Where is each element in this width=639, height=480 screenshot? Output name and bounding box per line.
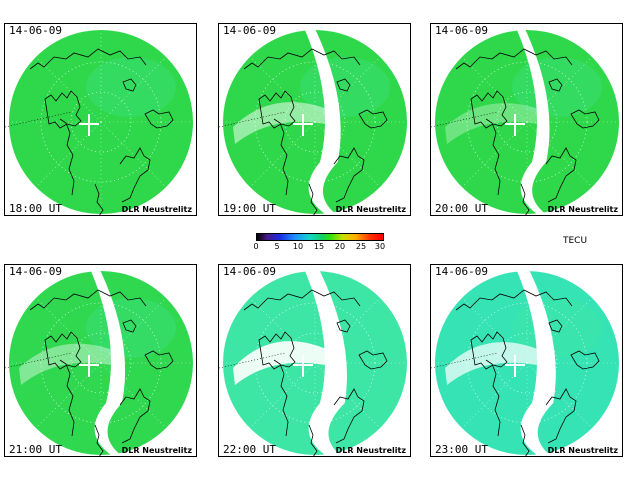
meridian-line [35, 121, 102, 188]
grid-guide [431, 111, 498, 128]
coastlines [455, 48, 600, 215]
panel-time: 20:00 UT [435, 202, 488, 215]
meridian-line [314, 56, 381, 123]
panel-credit: DLR Neustrelitz [121, 446, 192, 455]
tec-region [86, 57, 176, 117]
panel-credit: DLR Neustrelitz [335, 446, 406, 455]
meridian-line [35, 56, 102, 123]
meridian-line [526, 56, 593, 123]
meridian-line [249, 121, 316, 188]
map-panel-1800: 14-06-09 18:00 UT DLR Neustrelitz [4, 23, 197, 216]
meridian-line [526, 297, 593, 364]
meridian-line [461, 362, 528, 429]
coverage-gap [517, 271, 556, 455]
panel-date: 14-06-09 [9, 24, 62, 37]
meridian-line [249, 56, 316, 123]
meridian-line [35, 297, 102, 364]
panel-time: 22:00 UT [223, 443, 276, 456]
panel-date: 14-06-09 [223, 24, 276, 37]
colorbar-ticks: 0 5 10 15 20 25 30 [0, 242, 639, 254]
coverage-gap [305, 30, 341, 214]
panel-credit: DLR Neustrelitz [547, 446, 618, 455]
latitude-circle [496, 332, 558, 394]
meridian-line [35, 362, 102, 429]
coastlines [243, 289, 388, 456]
meridian-line [526, 121, 593, 188]
colorbar-tick: 10 [292, 242, 304, 251]
colorbar-tick: 5 [274, 242, 280, 251]
coverage-gap [233, 102, 335, 144]
colorbar-tick: 0 [253, 242, 259, 251]
coverage-gap [233, 341, 335, 385]
meridian-line [314, 362, 381, 429]
coastlines [29, 48, 174, 215]
colorbar-unit: TECU [563, 236, 588, 246]
tec-map-2300 [431, 271, 619, 456]
meridian-line [314, 297, 381, 364]
meridian-line [526, 362, 593, 429]
panel-time: 19:00 UT [223, 202, 276, 215]
tec-colorbar [256, 233, 384, 241]
panel-date: 14-06-09 [435, 24, 488, 37]
latitude-circle [284, 91, 346, 153]
meridian-line [100, 362, 167, 429]
coastlines [243, 48, 388, 215]
meridian-line [100, 121, 167, 188]
map-panel-2300: 14-06-09 23:00 UT DLR Neustrelitz [430, 264, 623, 457]
meridian-line [100, 56, 167, 123]
tec-map-2100 [5, 271, 193, 456]
panel-date: 14-06-09 [9, 265, 62, 278]
colorbar-tick: 25 [355, 242, 367, 251]
latitude-circle [70, 332, 132, 394]
coverage-gap [91, 271, 126, 455]
tec-map-2200 [219, 271, 407, 456]
panel-credit: DLR Neustrelitz [335, 205, 406, 214]
map-panel-2000: 14-06-09 20:00 UT DLR Neustrelitz [430, 23, 623, 216]
colorbar-tick: 15 [313, 242, 325, 251]
panel-date: 14-06-09 [435, 265, 488, 278]
colorbar-tick: 30 [374, 242, 386, 251]
meridian-line [249, 297, 316, 364]
panel-time: 21:00 UT [9, 443, 62, 456]
panel-credit: DLR Neustrelitz [547, 205, 618, 214]
map-panel-2100: 14-06-09 21:00 UT DLR Neustrelitz [4, 264, 197, 457]
grid-guide [431, 352, 498, 369]
meridian-line [461, 56, 528, 123]
latitude-circle [284, 332, 346, 394]
tec-map-1900 [219, 30, 407, 215]
grid-guide [5, 352, 72, 369]
map-panel-1900: 14-06-09 19:00 UT DLR Neustrelitz [218, 23, 411, 216]
tec-map-1800 [5, 30, 193, 215]
panel-time: 18:00 UT [9, 202, 62, 215]
meridian-line [461, 297, 528, 364]
meridian-line [461, 121, 528, 188]
meridian-line [314, 121, 381, 188]
coverage-gap [445, 342, 547, 385]
meridian-line [249, 362, 316, 429]
coverage-gap [19, 343, 121, 385]
colorbar-tick: 20 [334, 242, 346, 251]
meridian-line [100, 297, 167, 364]
grid-guide [5, 111, 72, 128]
tec-map-2000 [431, 30, 619, 215]
latitude-circle [70, 91, 132, 153]
coastlines [29, 289, 174, 456]
latitude-circle [496, 91, 558, 153]
coverage-gap [445, 103, 547, 144]
panel-date: 14-06-09 [223, 265, 276, 278]
panel-time: 23:00 UT [435, 443, 488, 456]
grid-guide [219, 352, 286, 369]
coastlines [455, 289, 600, 456]
coverage-gap [517, 30, 550, 214]
panel-credit: DLR Neustrelitz [121, 205, 192, 214]
grid-guide [219, 111, 286, 128]
map-panel-2200: 14-06-09 22:00 UT DLR Neustrelitz [218, 264, 411, 457]
